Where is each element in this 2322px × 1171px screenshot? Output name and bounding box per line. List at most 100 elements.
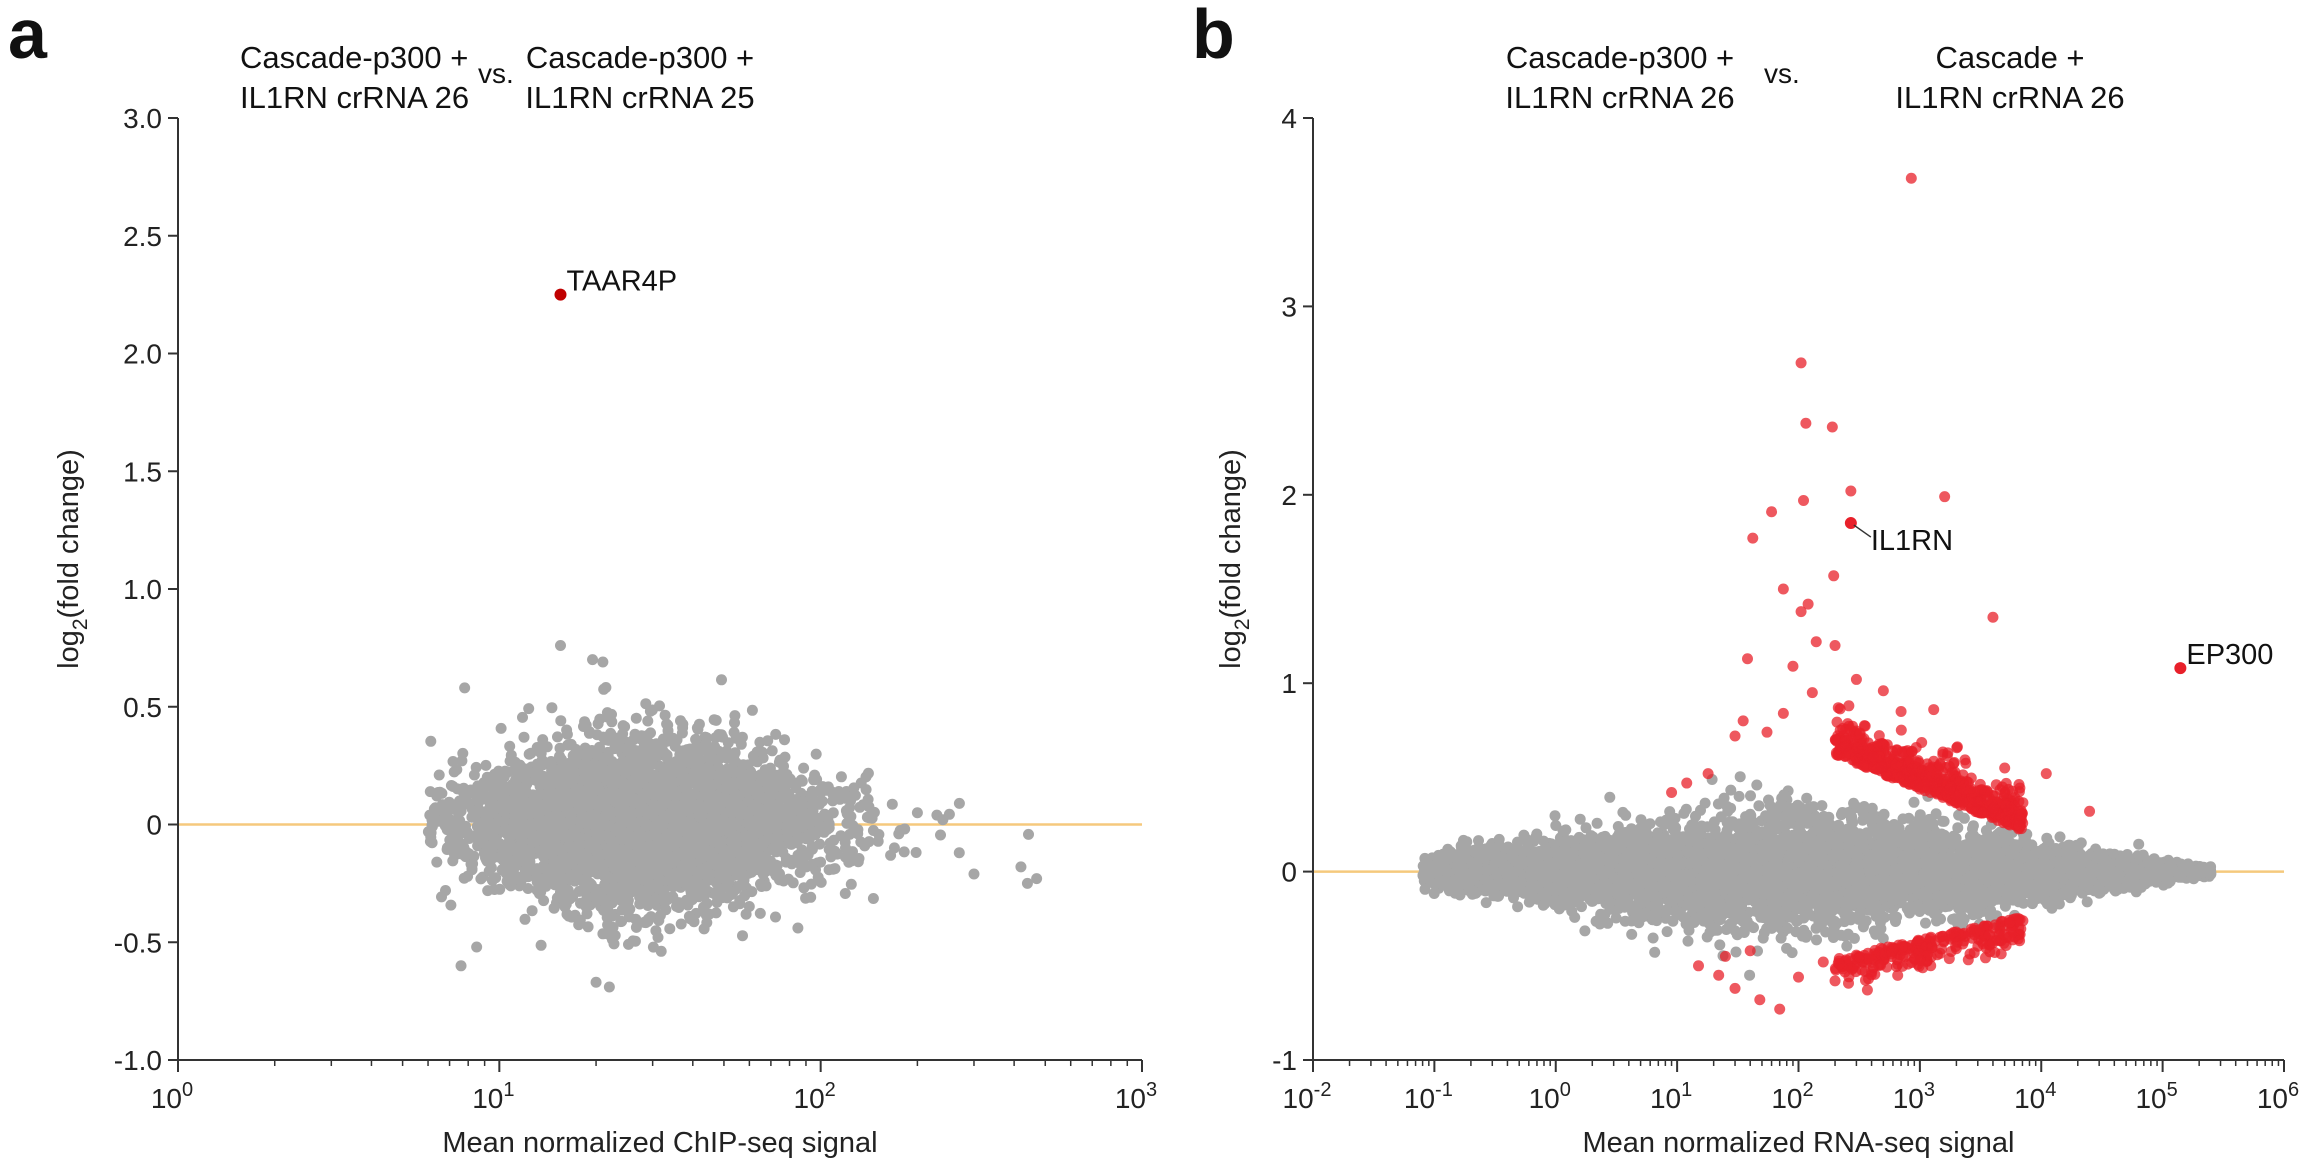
data-point: [898, 846, 910, 858]
outlier-point: [471, 941, 483, 953]
data-point: [579, 716, 591, 728]
outlier-point: [597, 656, 609, 668]
data-point: [783, 788, 795, 800]
data-point: [434, 786, 446, 798]
data-point: [849, 789, 861, 801]
data-point: [557, 893, 569, 905]
data-point: [689, 825, 701, 837]
data-point: [700, 868, 712, 880]
data-point: [599, 896, 611, 908]
data-point: [441, 844, 453, 855]
data-point: [894, 825, 906, 836]
data-point: [860, 784, 872, 796]
data-point: [687, 757, 699, 769]
outlier-point: [1015, 861, 1027, 873]
data-point: [466, 811, 478, 823]
data-point: [665, 770, 677, 782]
title-vs-b: vs.: [1764, 58, 1800, 89]
data-point: [627, 755, 638, 766]
data-point: [765, 858, 777, 870]
data-point: [831, 848, 843, 860]
data-point: [699, 774, 711, 786]
data-point: [683, 778, 694, 790]
data-point: [567, 765, 579, 777]
title-right-b-line2: IL1RN crRNA 26: [1895, 80, 2125, 115]
data-point: [643, 771, 655, 783]
outlier-point: [587, 654, 599, 666]
data-point: [555, 753, 567, 765]
data-point: [729, 788, 741, 800]
data-point: [475, 873, 487, 885]
data-point: [700, 738, 712, 750]
data-point: [772, 819, 784, 831]
data-point: [562, 884, 574, 896]
data-point: [770, 911, 781, 923]
data-point: [489, 784, 501, 796]
x-tick-label: 103: [1115, 1079, 1157, 1114]
data-point: [682, 899, 694, 911]
data-point: [625, 818, 637, 830]
data-point: [600, 682, 612, 693]
data-point: [854, 801, 866, 813]
data-point: [460, 790, 472, 802]
y-tick-label: 1.0: [123, 574, 162, 605]
data-point: [598, 812, 610, 824]
data-point: [737, 759, 749, 771]
data-point: [502, 795, 513, 807]
data-point: [516, 767, 527, 779]
data-point: [704, 833, 716, 845]
data-point: [572, 872, 584, 884]
data-point: [728, 858, 740, 870]
data-point: [462, 870, 474, 882]
data-point: [589, 883, 601, 895]
outlier-point: [433, 769, 445, 781]
data-point: [443, 816, 455, 827]
data-point: [648, 743, 660, 755]
point-label-taar4p: TAAR4P: [566, 266, 677, 298]
data-point: [843, 856, 855, 868]
data-point: [812, 871, 824, 883]
data-point: [642, 715, 654, 727]
y-tick-label: -1.0: [114, 1045, 162, 1076]
data-point: [735, 867, 747, 878]
outlier-point: [937, 814, 949, 826]
data-point: [608, 759, 620, 771]
data-point: [594, 851, 606, 863]
data-point: [447, 855, 459, 867]
data-point: [611, 845, 623, 857]
data-point: [523, 703, 535, 715]
data-point: [497, 854, 509, 866]
data-point: [456, 755, 468, 767]
data-point: [500, 823, 512, 835]
data-point: [806, 788, 818, 800]
data-point: [785, 838, 797, 850]
data-point: [597, 928, 609, 940]
data-point: [732, 846, 744, 858]
data-point: [630, 913, 642, 925]
data-point: [602, 919, 614, 931]
data-point: [544, 800, 556, 812]
data-point: [827, 807, 839, 819]
title-left-b: Cascade-p300 + IL1RN crRNA 26: [1490, 38, 1750, 118]
data-point: [839, 888, 851, 899]
y-axis-label-a: log2(fold change): [53, 449, 92, 669]
data-point: [770, 728, 782, 740]
outlier-point: [459, 682, 471, 694]
data-point: [655, 801, 667, 813]
data-point: [601, 711, 613, 723]
data-point: [710, 907, 722, 919]
title-right-a-line2: IL1RN crRNA 25: [525, 80, 755, 115]
data-point: [451, 764, 463, 776]
data-point: [840, 805, 852, 817]
data-point: [953, 797, 965, 809]
data-point: [606, 934, 618, 946]
data-point: [490, 823, 502, 835]
x-axis-label-a: Mean normalized ChIP-seq signal: [442, 1127, 877, 1159]
data-point: [630, 712, 642, 724]
data-point: [641, 734, 653, 746]
data-point: [517, 835, 529, 847]
data-point: [471, 791, 483, 803]
data-point: [691, 722, 703, 734]
data-point: [705, 816, 717, 828]
data-point: [780, 819, 792, 831]
